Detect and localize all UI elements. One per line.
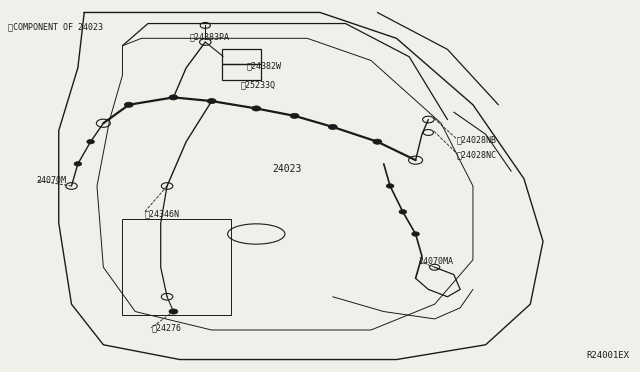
Circle shape — [412, 232, 419, 236]
Text: ※24028NB: ※24028NB — [457, 135, 497, 144]
Bar — [122, 219, 231, 315]
Text: ※24382W: ※24382W — [246, 61, 282, 71]
Circle shape — [399, 210, 406, 214]
Text: ※25233Q: ※25233Q — [241, 80, 275, 89]
Text: ※24276: ※24276 — [151, 324, 181, 333]
Circle shape — [207, 99, 216, 104]
Text: ※24346N: ※24346N — [145, 209, 180, 218]
Circle shape — [252, 106, 260, 111]
Text: R24001EX: R24001EX — [586, 350, 629, 359]
Circle shape — [387, 184, 394, 188]
Circle shape — [169, 95, 178, 100]
Text: ※COMPONENT OF 24023: ※COMPONENT OF 24023 — [8, 23, 103, 32]
Circle shape — [373, 139, 382, 144]
Text: 24070M: 24070M — [36, 176, 67, 185]
Circle shape — [290, 113, 299, 118]
Text: 24070MA: 24070MA — [419, 257, 454, 266]
Circle shape — [87, 140, 95, 144]
Circle shape — [124, 102, 133, 108]
Text: ※24383PA: ※24383PA — [189, 32, 229, 41]
Text: 24023: 24023 — [272, 164, 301, 174]
Circle shape — [169, 309, 178, 314]
Text: ※24028NC: ※24028NC — [457, 150, 497, 159]
Circle shape — [328, 124, 337, 129]
Circle shape — [74, 161, 82, 166]
